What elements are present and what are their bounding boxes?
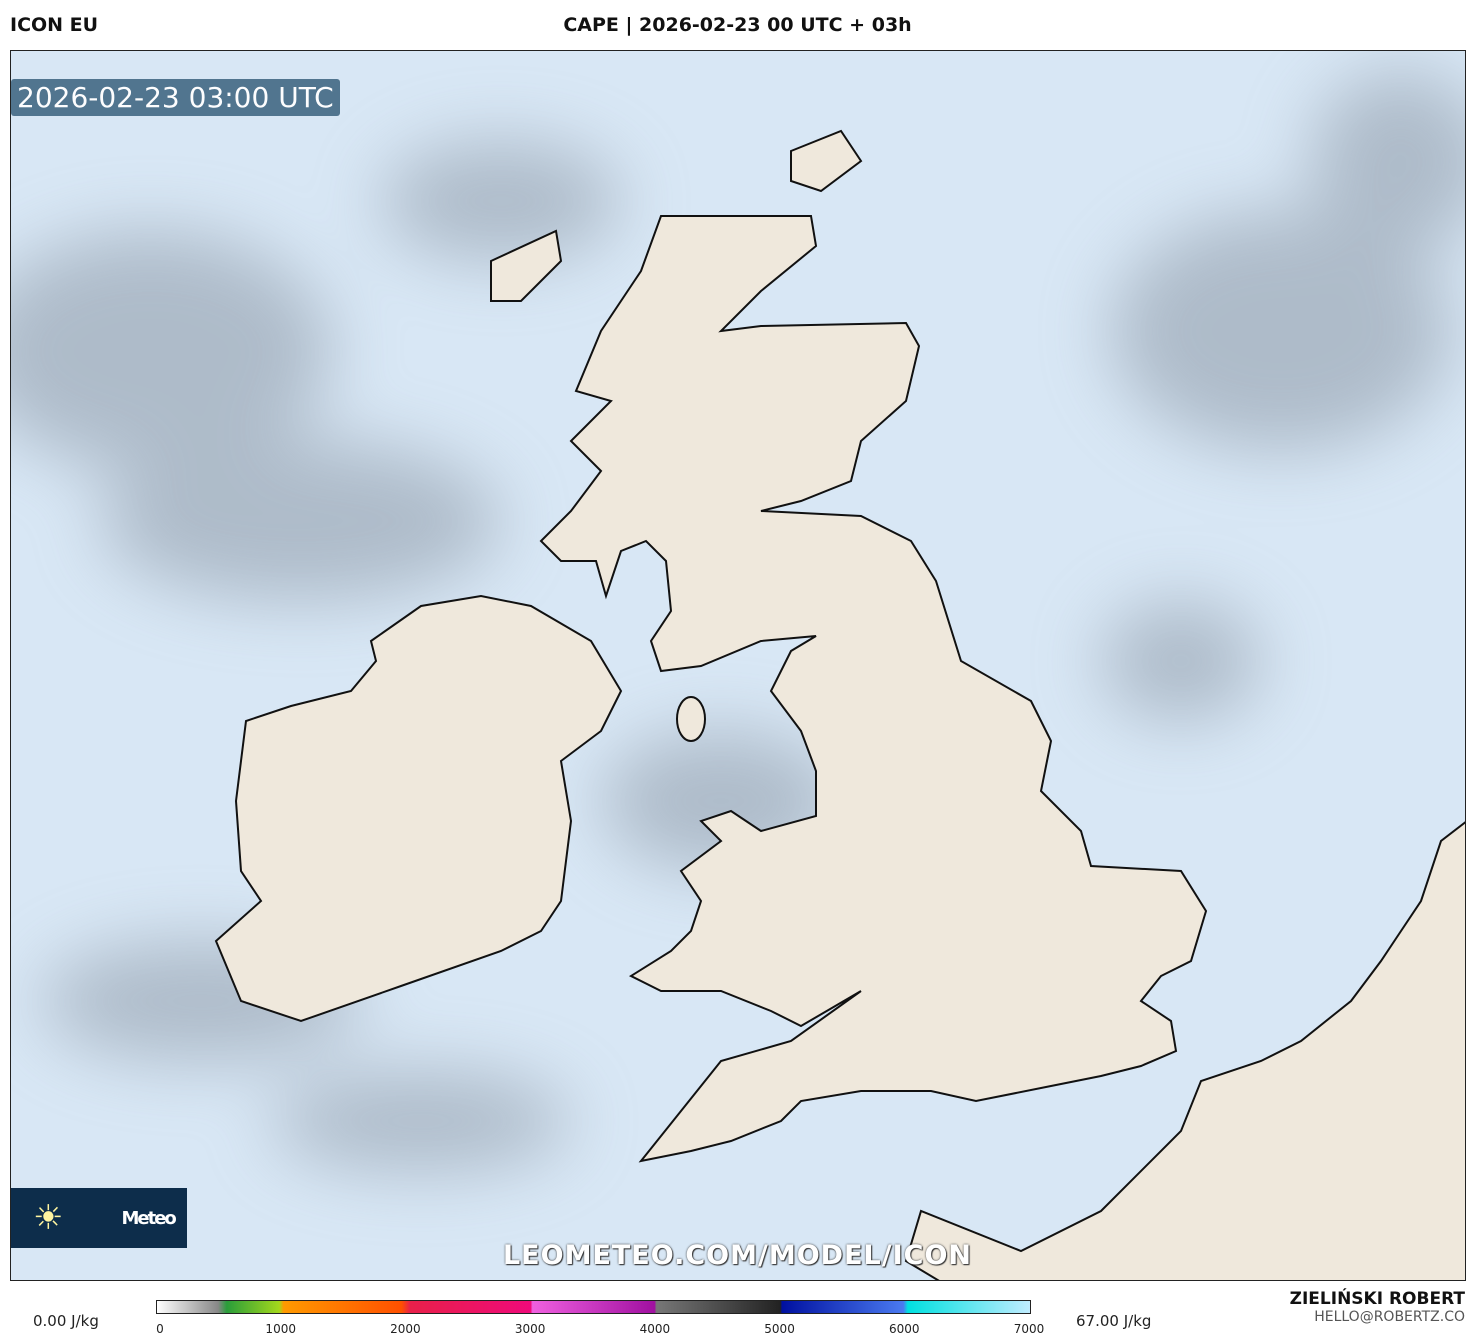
continent	[904, 821, 1465, 1280]
sun-icon: ☀	[33, 1198, 64, 1238]
legend-max: 67.00 J/kg	[1076, 1312, 1152, 1330]
colorbar-tick: 7000	[1013, 1322, 1045, 1336]
ireland	[214, 594, 623, 1023]
colorbar-tick: 3000	[514, 1322, 546, 1336]
isle-of-man	[676, 696, 706, 742]
chart-title: CAPE | 2026-02-23 00 UTC + 03h	[563, 14, 912, 36]
logo-text: Meteo	[121, 1207, 176, 1229]
author-email[interactable]: HELLO@ROBERTZ.CO	[1314, 1309, 1465, 1325]
colorbar-tick: 2000	[390, 1322, 421, 1336]
hebrides	[490, 229, 563, 302]
colorbar-tick: 4000	[639, 1322, 671, 1336]
model-name: ICON EU	[10, 14, 99, 36]
colorbar-tick: 0	[156, 1322, 164, 1336]
colorbar-tick: 6000	[889, 1322, 920, 1336]
watermark: LEOMETEO.COM/MODEL/ICON	[502, 1240, 973, 1271]
valid-time-label: 2026-02-23 03:00 UTC	[11, 79, 340, 116]
colorbar-tick: 1000	[265, 1322, 296, 1336]
map[interactable]: 2026-02-23 03:00 UTC ☀ Meteo	[10, 50, 1466, 1281]
great-britain	[539, 215, 1208, 1163]
legend-min: 0.00 J/kg	[33, 1312, 99, 1330]
map-canvas	[11, 71, 1465, 1280]
land	[214, 129, 1465, 1280]
logo[interactable]: ☀ Meteo	[11, 1188, 187, 1248]
author-block: ZIELIŃSKI ROBERT HELLO@ROBERTZ.CO	[1290, 1289, 1465, 1325]
colorbar	[156, 1300, 1031, 1314]
author-name: ZIELIŃSKI ROBERT	[1289, 1289, 1465, 1309]
colorbar-tick: 5000	[764, 1322, 795, 1336]
cloud-field	[11, 71, 1465, 1171]
orkney	[790, 129, 863, 193]
